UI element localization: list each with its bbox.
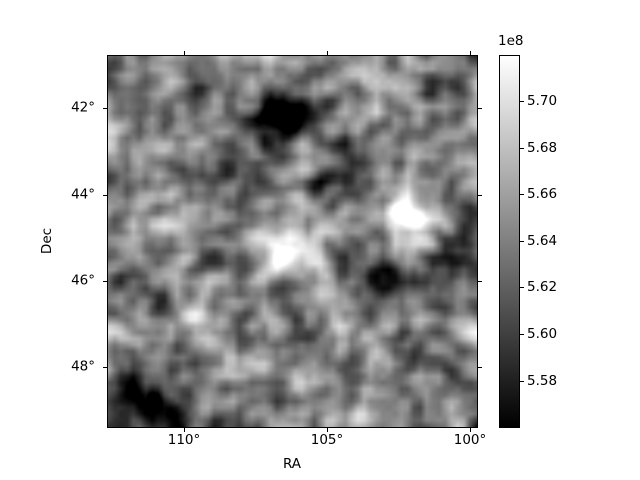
colorbar-tick-label-5.62: 5.62 (527, 279, 558, 296)
sky-map-axes (107, 55, 478, 428)
xtick-mark-100 (470, 428, 472, 432)
ytick-mark-right-48 (478, 367, 482, 369)
sky-map-heatmap-image (108, 56, 477, 427)
ytick-mark-44 (103, 194, 107, 196)
ytick-mark-46 (103, 281, 107, 283)
xtick-mark-105 (327, 428, 329, 432)
colorbar-tick-label-5.64: 5.64 (527, 232, 558, 249)
colorbar-tick-mark-5.66 (520, 194, 524, 196)
ytick-mark-right-46 (478, 281, 482, 283)
ytick-label-44: 44° (71, 185, 95, 202)
ytick-label-42: 42° (71, 99, 95, 116)
colorbar-tick-label-5.60: 5.60 (527, 326, 558, 342)
colorbar-tick-mark-5.68 (520, 147, 524, 149)
colorbar-tick-mark-5.64 (520, 240, 524, 242)
colorbar-tick-mark-5.70 (520, 101, 524, 103)
ytick-mark-right-44 (478, 194, 482, 196)
xtick-label-110: 110° (167, 432, 201, 448)
ytick-mark-right-42 (478, 108, 482, 110)
colorbar-tick-label-5.70: 5.70 (527, 93, 558, 109)
xtick-mark-top-105 (327, 51, 329, 55)
colorbar-tick-label-5.66: 5.66 (527, 186, 558, 203)
ytick-label-46: 46° (71, 272, 95, 289)
xtick-mark-110 (184, 428, 186, 432)
xtick-label-105: 105° (310, 432, 344, 448)
colorbar-tick-label-5.58: 5.58 (527, 372, 558, 389)
colorbar-tick-label-5.68: 5.68 (527, 139, 558, 156)
xtick-mark-top-110 (184, 51, 186, 55)
ytick-mark-48 (103, 367, 107, 369)
colorbar-tick-mark-5.60 (520, 334, 524, 336)
ytick-label-48: 48° (71, 358, 95, 375)
xtick-mark-top-100 (470, 51, 472, 55)
colorbar-tick-mark-5.62 (520, 287, 524, 289)
colorbar-gradient (499, 55, 520, 428)
y-axis-label: Dec (39, 227, 55, 255)
x-axis-label: RA (282, 456, 302, 472)
colorbar-offset-text: 1e8 (498, 33, 524, 49)
colorbar-tick-mark-5.58 (520, 380, 524, 382)
ytick-mark-42 (103, 108, 107, 110)
xtick-label-100: 100° (453, 432, 487, 448)
